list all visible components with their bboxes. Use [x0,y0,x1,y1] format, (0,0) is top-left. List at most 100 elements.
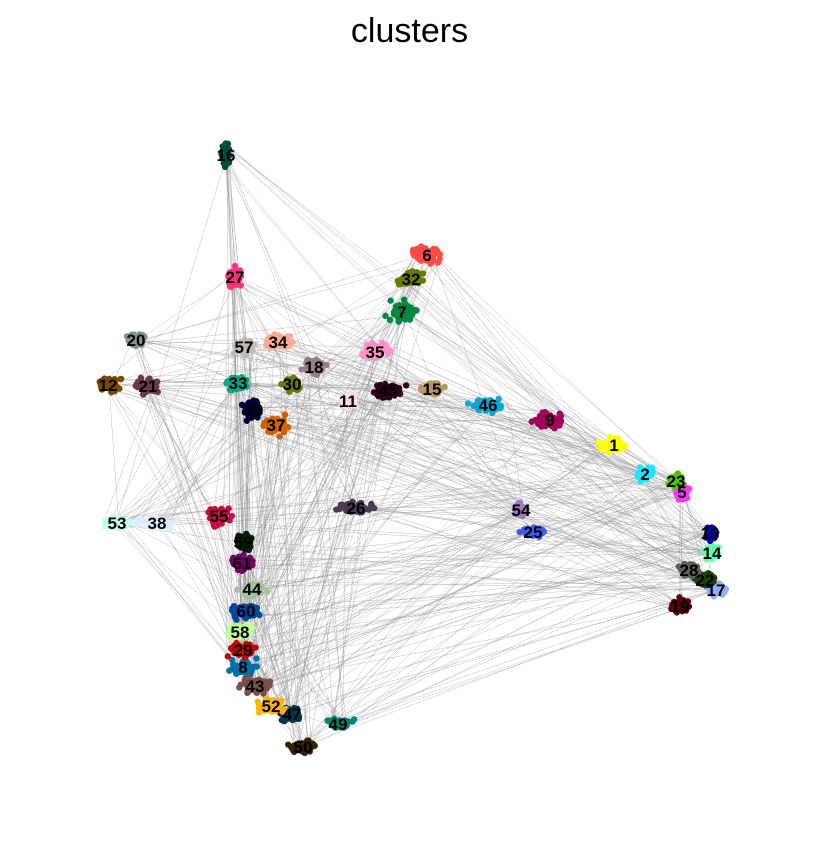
graph-edge [134,337,279,346]
cell-point [400,306,408,313]
cell-point [225,380,233,387]
graph-edge [529,532,678,608]
cell-point [302,365,310,373]
graph-edge [251,302,395,670]
graph-edge [226,472,646,523]
graph-edge [401,309,675,479]
cluster-label-43: 43 [246,677,265,696]
graph-edge [415,280,716,548]
cell-point [387,297,394,304]
graph-edge [108,387,534,532]
cell-point [397,277,404,284]
graph-edge [159,404,255,524]
cell-point [710,531,718,538]
graph-edge [256,413,647,472]
graph-edge [271,507,521,700]
cell-point [399,311,406,319]
cell-point [597,445,604,452]
graph-edge [242,385,388,651]
cluster-label-7: 7 [397,303,406,322]
cluster-11-points [338,390,359,411]
graph-edge [145,409,484,525]
cell-point [539,421,547,428]
graph-edge [225,146,671,484]
cluster-label-15: 15 [423,380,442,399]
graph-edge [248,368,327,569]
cell-point [135,382,143,390]
cluster-label-16: 16 [217,146,236,165]
cell-point [417,250,424,257]
graph-edge [226,158,230,517]
cell-point [377,381,384,389]
cluster-label-18: 18 [305,358,324,377]
cell-point [395,304,402,312]
graph-edge [245,530,712,592]
cluster-9-points [528,408,565,432]
cell-point [243,681,251,689]
graph-edge [248,615,347,726]
graph-edge [293,480,667,749]
cell-point [104,380,112,388]
graph-edge [353,509,709,530]
graph-edge [208,399,343,518]
graph-edge [400,306,548,423]
graph-edge [135,390,685,606]
cluster-19-points [668,594,693,616]
cell-point [407,274,414,281]
graph-edge [251,534,526,649]
graph-edge [236,385,376,648]
cluster-label-2: 2 [640,465,649,484]
graph-edge [312,278,408,366]
graph-edge [242,419,548,588]
graph-edge [226,146,714,534]
cell-point [246,667,253,675]
graph-edge [405,280,710,536]
cell-point [709,548,717,555]
graph-edge [127,336,276,522]
cell-point [226,386,234,394]
graph-edge [235,279,430,388]
cell-point [228,607,236,614]
graph-edge [260,531,714,690]
cell-point [671,479,678,487]
graph-edge [109,385,243,615]
cell-point [266,678,274,685]
graph-edge [278,504,354,709]
graph-edge [370,347,706,553]
graph-edge [251,275,416,649]
cluster-label-55: 55 [210,507,229,526]
graph-edge [134,340,435,388]
cell-point [142,381,150,389]
cell-point [281,411,289,418]
cluster-label-26: 26 [347,499,366,518]
cluster-label-49: 49 [329,715,348,734]
cell-point [386,316,394,324]
cell-point [407,313,414,320]
graph-edge [361,507,708,528]
graph-edge [242,531,709,692]
cell-point [547,412,554,420]
cell-point [391,392,398,399]
cell-point [680,604,687,611]
cluster-label-1: 1 [609,436,618,455]
cluster-25-points [516,524,548,541]
cell-point [616,440,624,448]
cell-point [173,517,180,524]
graph-edge [139,363,317,379]
cell-point [677,566,685,573]
graph-edge [239,533,529,571]
cell-point [412,272,419,279]
graph-edge [238,552,712,653]
cell-point [247,405,254,413]
graph-edge [282,342,689,571]
graph-edge [437,390,521,509]
graph-edge [286,399,352,710]
cell-point [539,415,546,423]
graph-edge [224,147,712,590]
cluster-label-28: 28 [680,561,699,580]
graph-edge [258,400,482,683]
cell-point [436,255,443,263]
graph-edge [164,440,613,518]
cell-point [699,575,707,582]
cell-point [235,646,242,653]
